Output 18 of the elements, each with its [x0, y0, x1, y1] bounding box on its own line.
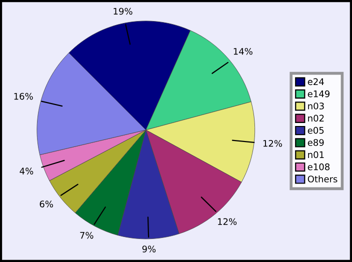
legend-label: e24: [308, 78, 324, 86]
data-label: 7%: [80, 232, 94, 239]
legend-label: n02: [308, 114, 324, 122]
data-label: 12%: [263, 140, 282, 147]
data-label: 19%: [114, 8, 132, 15]
data-label: 9%: [142, 246, 156, 252]
legend-label: e05: [308, 126, 324, 134]
legend-label: n01: [308, 151, 324, 158]
legend-label: n03: [308, 102, 324, 110]
data-label: 14%: [234, 48, 252, 55]
data-label: 16%: [14, 92, 33, 100]
data-label: 12%: [218, 218, 237, 226]
data-label: 4%: [20, 168, 34, 174]
legend-label: Others: [308, 175, 338, 182]
legend-label: e149: [308, 90, 330, 98]
legend-label: e89: [308, 139, 324, 146]
data-label: 6%: [40, 200, 53, 208]
legend-label: e108: [308, 163, 330, 170]
